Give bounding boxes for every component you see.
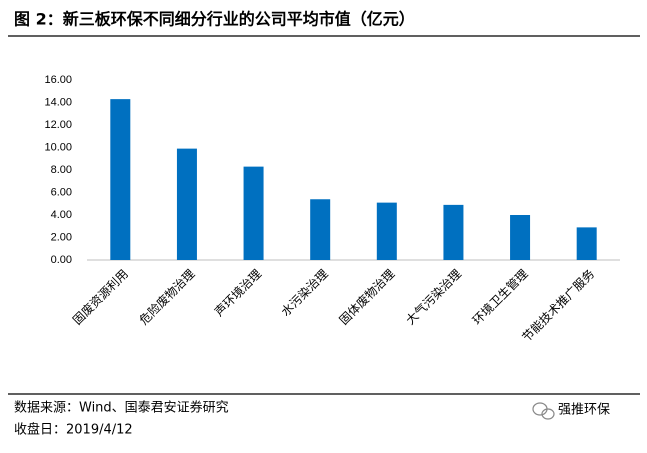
bar [243, 166, 264, 260]
source-note: 数据来源：Wind、国泰君安证券研究 [14, 400, 229, 416]
watermark: 强推环保 [558, 403, 610, 418]
y-tick-label: 8.00 [51, 164, 72, 176]
y-tick-label: 12.00 [44, 119, 72, 131]
y-tick-label: 16.00 [44, 74, 72, 86]
bar [310, 199, 331, 260]
chart-title: 图 2：新三板环保不同细分行业的公司平均市值（亿元） [14, 10, 415, 29]
y-tick-label: 0.00 [51, 254, 72, 266]
bar [176, 148, 197, 260]
bar [576, 227, 597, 260]
bar [376, 202, 397, 260]
bar [110, 99, 131, 260]
bar [510, 215, 531, 260]
y-tick-label: 4.00 [51, 209, 72, 221]
y-tick-label: 14.00 [44, 96, 72, 108]
bar [443, 204, 464, 260]
y-tick-label: 2.00 [51, 231, 72, 243]
date-note: 收盘日：2019/4/12 [14, 422, 133, 438]
y-tick-label: 10.00 [44, 141, 72, 153]
watermark-icon [532, 402, 555, 420]
y-tick-label: 6.00 [51, 186, 72, 198]
